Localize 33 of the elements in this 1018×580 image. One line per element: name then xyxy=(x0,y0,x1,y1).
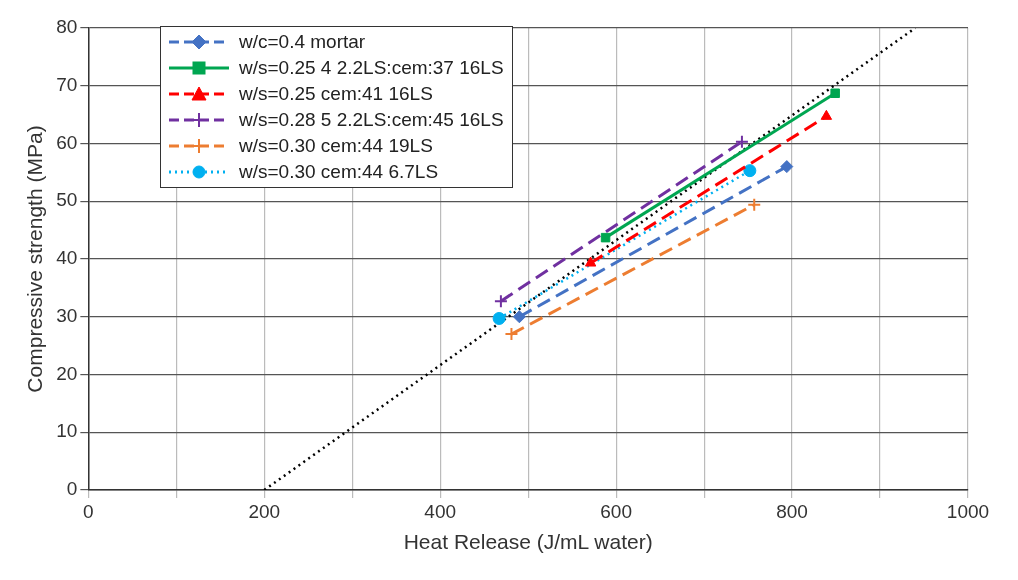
point xyxy=(492,311,506,325)
x-tick-label: 200 xyxy=(248,500,281,522)
point xyxy=(830,88,840,98)
y-tick-label: 40 xyxy=(56,247,78,269)
legend-label: w/c=0.4 mortar xyxy=(239,31,366,53)
x-tick-label: 600 xyxy=(600,500,632,522)
y-tick-label: 50 xyxy=(56,189,78,211)
y-tick-label: 60 xyxy=(56,131,78,153)
y-tick-label: 30 xyxy=(56,304,78,326)
y-tick-label: 20 xyxy=(56,362,78,384)
x-axis-title: Heat Release (J/mL water) xyxy=(403,530,653,554)
y-axis-title: Compressive strength (MPa) xyxy=(23,125,47,393)
x-tick-label: 400 xyxy=(424,500,457,522)
legend-label: w/s=0.25 4 2.2LS:cem:37 16LS xyxy=(239,57,504,79)
point xyxy=(504,327,519,342)
y-tick-label: 80 xyxy=(56,16,78,38)
y-tick-label: 10 xyxy=(56,420,78,442)
point xyxy=(734,134,749,149)
legend-label: w/s=0.28 5 2.2LS:cem:45 16LS xyxy=(239,109,504,131)
point xyxy=(600,232,611,243)
legend-label: w/s=0.30 cem:44 6.7LS xyxy=(239,161,439,183)
x-tick-label: 800 xyxy=(776,500,808,522)
point xyxy=(780,160,794,174)
y-tick-label: 70 xyxy=(56,73,78,95)
legend-label: w/s=0.25 cem:41 16LS xyxy=(239,83,433,105)
point xyxy=(512,310,526,324)
y-tick-label: 0 xyxy=(66,478,78,500)
x-tick-label: 0 xyxy=(83,500,94,522)
point xyxy=(747,197,762,212)
x-tick-label: 1000 xyxy=(946,500,990,522)
point xyxy=(743,164,757,178)
point xyxy=(493,294,508,309)
legend-label: w/s=0.30 cem:44 19LS xyxy=(239,135,433,157)
